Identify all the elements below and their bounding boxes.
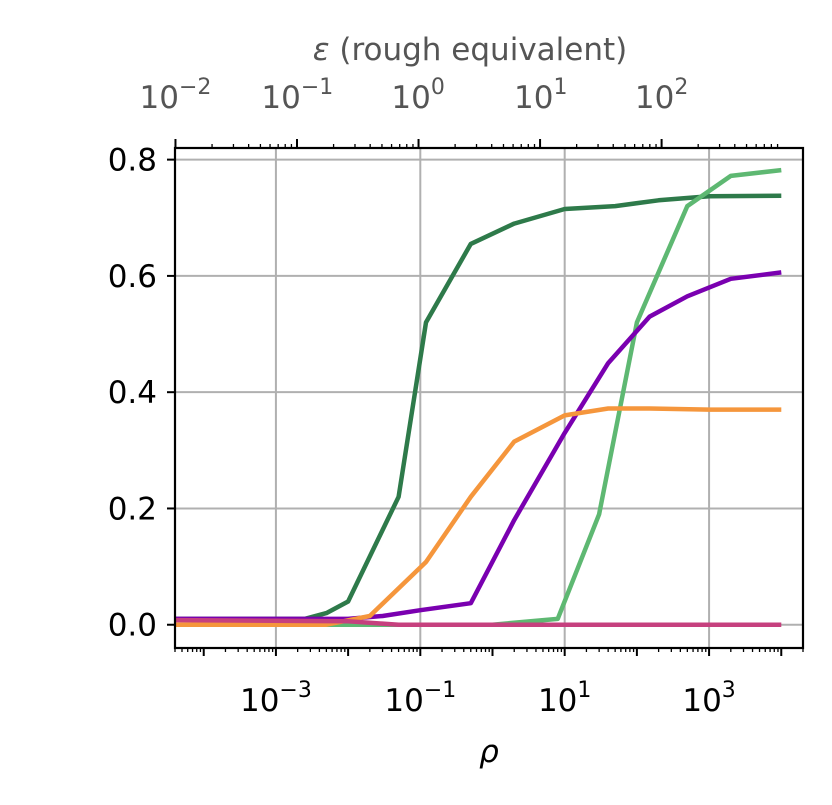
secondary-x-axis-title-text: (rough equivalent) (330, 32, 628, 68)
top-tick-label: 101 (514, 75, 567, 116)
y-axis-ticks: 0.0 0.2 0.4 0.6 0.8 (108, 143, 175, 644)
series-line (175, 193, 782, 622)
x-tick-label: 10−3 (240, 678, 312, 719)
epsilon-symbol: ε (313, 32, 330, 68)
y-tick-label: 0.6 (108, 259, 157, 295)
x-axis-ticks: 10−3 10−1 101 103 (174, 648, 804, 719)
x-tick-label: 103 (682, 678, 735, 719)
series-line (175, 406, 782, 627)
top-tick-label: 10−1 (261, 75, 333, 116)
x-axis-title: ρ (479, 734, 499, 770)
x-tick-label: 10−1 (384, 678, 456, 719)
y-tick-label: 0.8 (108, 143, 157, 179)
y-tick-label: 0.0 (108, 608, 157, 644)
series-lines (174, 167, 782, 627)
series-line (174, 617, 782, 627)
secondary-x-axis-ticks: 10−2 10−1 100 101 102 (140, 75, 779, 148)
secondary-x-axis-title: ε (rough equivalent) (313, 32, 628, 68)
top-tick-label: 102 (635, 75, 688, 116)
top-tick-label: 100 (391, 75, 444, 116)
top-tick-label: 10−2 (140, 75, 212, 116)
series-line (175, 270, 782, 622)
y-tick-label: 0.4 (108, 375, 157, 411)
x-tick-label: 101 (538, 678, 591, 719)
y-tick-label: 0.2 (108, 491, 157, 527)
